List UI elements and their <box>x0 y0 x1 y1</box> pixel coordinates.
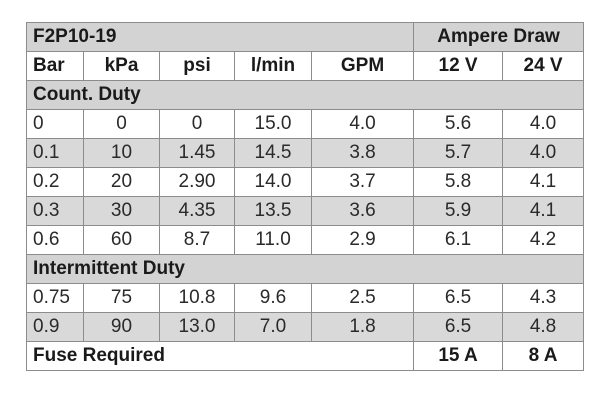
cell-bar: 0.9 <box>26 312 84 342</box>
cell-kpa: 30 <box>83 196 160 226</box>
cell-12v: 5.7 <box>413 138 504 168</box>
cell-24v: 4.3 <box>502 283 585 313</box>
cell-kpa: 60 <box>83 225 160 255</box>
ampere-draw-header: Ampere Draw <box>413 22 585 52</box>
cell-lmin: 9.6 <box>234 283 312 313</box>
cell-psi: 0 <box>159 109 235 139</box>
cell-psi: 4.35 <box>159 196 235 226</box>
table-row: 0 0 0 15.0 4.0 5.6 4.0 <box>26 109 585 139</box>
cell-24v: 4.0 <box>502 109 585 139</box>
column-header-psi: psi <box>159 51 235 81</box>
cell-bar: 0.3 <box>26 196 84 226</box>
cell-24v: 4.2 <box>502 225 585 255</box>
column-header-12v: 12 V <box>413 51 504 81</box>
cell-psi: 13.0 <box>159 312 235 342</box>
table-row: 0.3 30 4.35 13.5 3.6 5.9 4.1 <box>26 196 585 226</box>
cell-bar: 0.6 <box>26 225 84 255</box>
table-row: 0.75 75 10.8 9.6 2.5 6.5 4.3 <box>26 283 585 313</box>
cell-12v: 6.1 <box>413 225 504 255</box>
cell-12v: 5.8 <box>413 167 504 197</box>
cell-gpm: 3.8 <box>310 138 415 168</box>
table-row: 0.1 10 1.45 14.5 3.8 5.7 4.0 <box>26 138 585 168</box>
column-header-row: Bar kPa psi l/min GPM 12 V 24 V <box>26 51 585 81</box>
cell-lmin: 11.0 <box>234 225 312 255</box>
cell-24v: 4.8 <box>502 312 585 342</box>
section-title-intermittent: Intermittent Duty <box>25 254 585 284</box>
cell-lmin: 7.0 <box>234 312 312 342</box>
cell-psi: 2.90 <box>159 167 235 197</box>
cell-kpa: 10 <box>83 138 160 168</box>
cell-psi: 8.7 <box>159 225 235 255</box>
fuse-24v: 8 A <box>502 341 585 371</box>
cell-24v: 4.0 <box>502 138 585 168</box>
column-header-kpa: kPa <box>83 51 160 81</box>
cell-24v: 4.1 <box>502 167 585 197</box>
table-row: 0.6 60 8.7 11.0 2.9 6.1 4.2 <box>26 225 585 255</box>
spec-table-container: F2P10-19 Ampere Draw Bar kPa psi l/min G… <box>25 22 585 371</box>
section-header-row: Count. Duty <box>25 80 585 110</box>
column-header-bar: Bar <box>26 51 84 81</box>
cell-gpm: 1.8 <box>310 312 415 342</box>
table-row: 0.2 20 2.90 14.0 3.7 5.8 4.1 <box>26 167 585 197</box>
title-row: F2P10-19 Ampere Draw <box>25 22 585 52</box>
column-header-lmin: l/min <box>234 51 312 81</box>
column-header-gpm: GPM <box>310 51 415 81</box>
cell-bar: 0.2 <box>26 167 84 197</box>
pump-spec-table: F2P10-19 Ampere Draw Bar kPa psi l/min G… <box>25 22 585 371</box>
cell-bar: 0 <box>26 109 84 139</box>
cell-gpm: 4.0 <box>310 109 415 139</box>
section-header-row: Intermittent Duty <box>25 254 585 284</box>
fuse-required-label: Fuse Required <box>25 341 415 371</box>
fuse-12v: 15 A <box>413 341 504 371</box>
cell-psi: 10.8 <box>159 283 235 313</box>
cell-12v: 6.5 <box>413 312 504 342</box>
cell-bar: 0.75 <box>26 283 84 313</box>
section-title-continuous: Count. Duty <box>25 80 585 110</box>
column-header-24v: 24 V <box>502 51 585 81</box>
cell-24v: 4.1 <box>502 196 585 226</box>
cell-lmin: 15.0 <box>234 109 312 139</box>
fuse-row: Fuse Required 15 A 8 A <box>25 341 585 371</box>
cell-gpm: 2.9 <box>310 225 415 255</box>
cell-kpa: 0 <box>83 109 160 139</box>
cell-gpm: 3.7 <box>310 167 415 197</box>
cell-12v: 6.5 <box>413 283 504 313</box>
cell-kpa: 20 <box>83 167 160 197</box>
cell-psi: 1.45 <box>159 138 235 168</box>
cell-12v: 5.9 <box>413 196 504 226</box>
model-title: F2P10-19 <box>25 22 415 52</box>
cell-gpm: 2.5 <box>310 283 415 313</box>
cell-lmin: 14.0 <box>234 167 312 197</box>
cell-bar: 0.1 <box>26 138 84 168</box>
cell-kpa: 75 <box>83 283 160 313</box>
cell-lmin: 13.5 <box>234 196 312 226</box>
table-row: 0.9 90 13.0 7.0 1.8 6.5 4.8 <box>26 312 585 342</box>
cell-12v: 5.6 <box>413 109 504 139</box>
cell-lmin: 14.5 <box>234 138 312 168</box>
cell-gpm: 3.6 <box>310 196 415 226</box>
cell-kpa: 90 <box>83 312 160 342</box>
